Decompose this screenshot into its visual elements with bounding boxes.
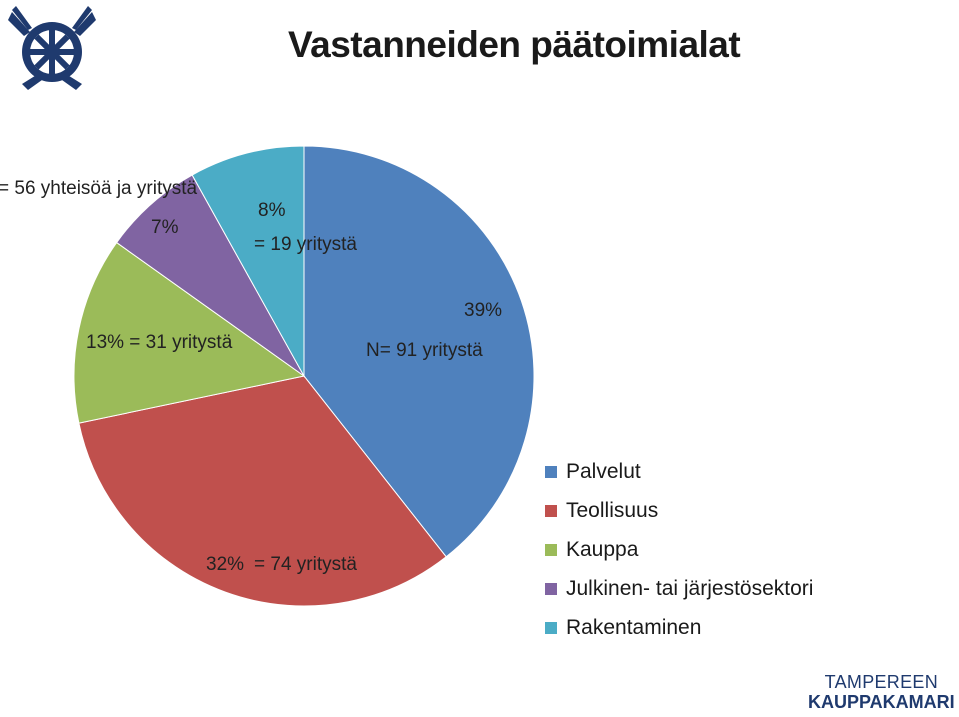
pie-slice-palvelut [303, 145, 535, 558]
legend-label: Kauppa [566, 537, 639, 561]
pie-slice-julkinen [115, 174, 305, 377]
pie-slice-rakentaminen [191, 145, 305, 378]
legend-swatch [545, 543, 557, 556]
data-label-teollisuus-pct: 32% [206, 554, 244, 575]
pie-slice-kauppa [73, 241, 306, 424]
legend-item-julkinen: Julkinen- tai järjestösektori [545, 569, 813, 608]
data-label-palvelut-pct: 39% [464, 300, 502, 321]
legend-label: Palvelut [566, 459, 641, 483]
data-label-teollisuus-count: = 74 yritystä [254, 554, 357, 575]
legend-label: Rakentaminen [566, 615, 702, 639]
chart-legend: Palvelut Teollisuus Kauppa Julkinen- tai… [545, 452, 813, 647]
data-label-julkinen-pct: 7% [151, 217, 179, 238]
legend-swatch [545, 504, 557, 517]
page-title: Vastanneiden päätoimialat [288, 24, 741, 65]
data-label-rakentaminen-pct: 8% [258, 200, 286, 221]
chamber-of-commerce-crest-icon [8, 6, 96, 90]
legend-swatch [545, 621, 557, 634]
legend-swatch [545, 465, 557, 478]
pie-slices [73, 145, 535, 607]
brand-line-1: TAMPEREEN [824, 672, 939, 692]
legend-label: Teollisuus [566, 498, 659, 522]
data-label-rakentaminen-count: = 19 yritystä [254, 234, 357, 255]
data-label-kauppa: 13% = 31 yritystä [86, 332, 233, 353]
legend-label: Julkinen- tai järjestösektori [566, 576, 814, 600]
legend-swatch [545, 582, 557, 595]
pie-slice-teollisuus [78, 375, 447, 607]
legend-item-kauppa: Kauppa [545, 530, 813, 569]
brand-line-2: KAUPPAKAMARI [808, 692, 955, 712]
data-label-palvelut-count: N= 91 yritystä [366, 340, 483, 361]
legend-item-teollisuus: Teollisuus [545, 491, 813, 530]
legend-item-palvelut: Palvelut [545, 452, 813, 491]
legend-item-rakentaminen: Rakentaminen [545, 608, 813, 647]
data-label-julkinen-count: = 56 yhteisöä ja yritystä [0, 178, 198, 199]
brand-wordmark: TAMPEREEN KAUPPAKAMARI [808, 672, 955, 712]
